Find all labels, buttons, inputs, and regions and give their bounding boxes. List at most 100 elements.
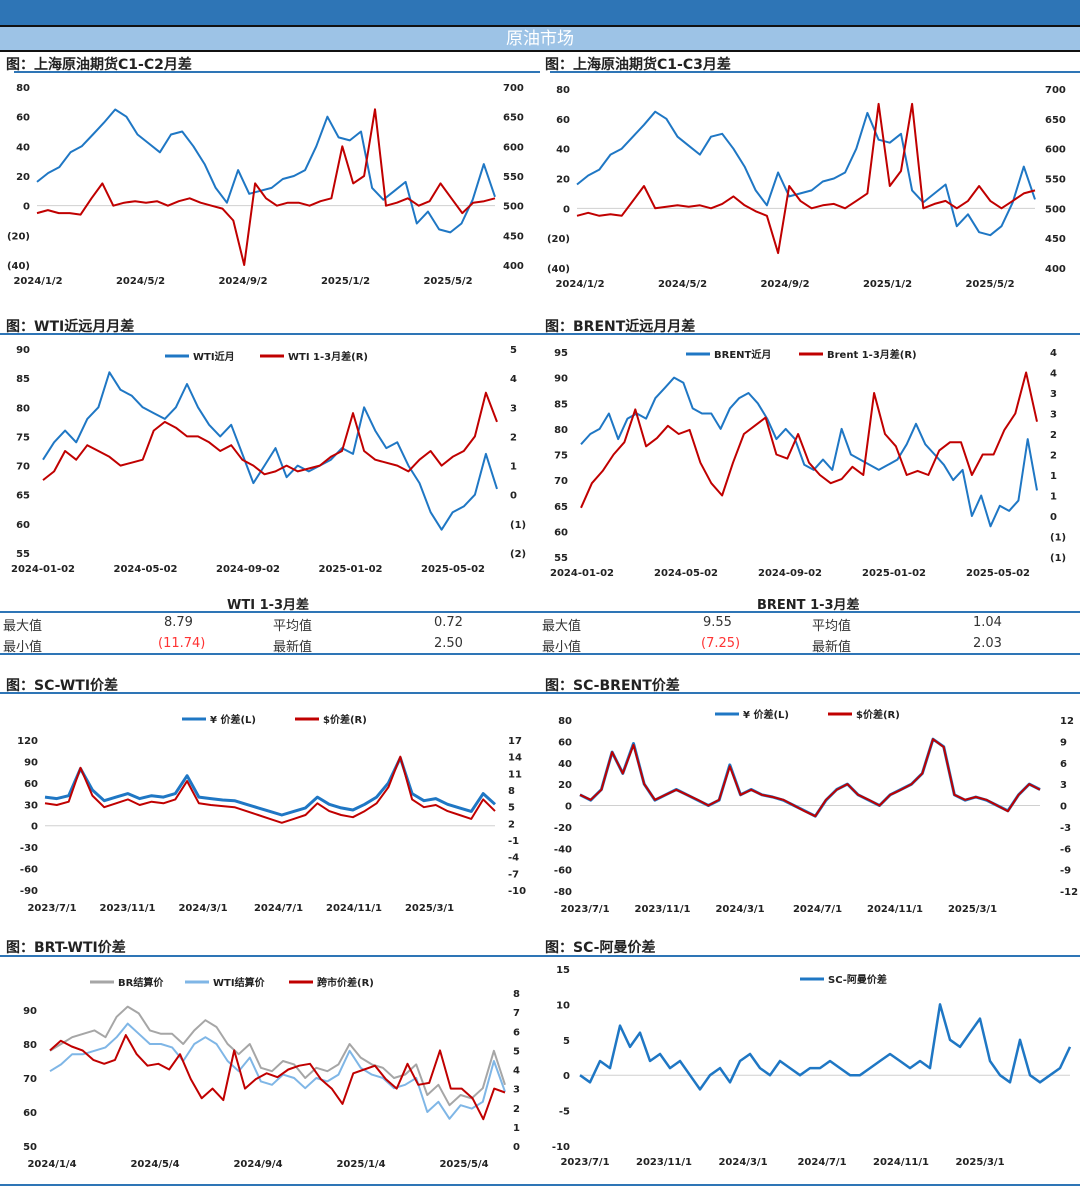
y-tick-label-left: 80 (558, 716, 572, 727)
brent-avg-label: 平均值 (812, 619, 852, 634)
y-tick-label-right: 4 (513, 1066, 520, 1077)
y-tick-label-right: 5 (510, 345, 517, 356)
y-tick-label-right: 3 (510, 403, 517, 414)
y-tick-label-right: 3 (1060, 780, 1067, 791)
y-tick-label-right: 8 (508, 786, 515, 797)
y-tick-label-left: (20) (7, 231, 30, 242)
y-tick-label-left: 10 (556, 1000, 570, 1011)
wti-max-label: 最大值 (3, 619, 43, 634)
x-tick-label: 2024/11/1 (326, 903, 382, 914)
y-tick-label-left: 40 (556, 145, 570, 156)
y-tick-label-left: (20) (547, 234, 570, 245)
x-tick-label: 2024/3/1 (715, 904, 764, 915)
y-tick-label-left: (40) (547, 264, 570, 275)
y-tick-label-left: 90 (16, 345, 30, 356)
legend-label: BRENT近月 (714, 348, 771, 361)
y-tick-label-right: -3 (1060, 823, 1071, 834)
y-tick-label-right: 400 (1045, 264, 1066, 275)
y-tick-label-left: 75 (554, 451, 568, 462)
x-tick-label: 2024/5/2 (116, 276, 165, 287)
divider (0, 692, 1080, 694)
wti-min-value: (11.74) (158, 636, 206, 651)
x-tick-label: 2024/7/1 (797, 1157, 846, 1168)
y-tick-label-left: 40 (16, 142, 30, 153)
y-tick-label-right: 1 (1050, 471, 1057, 482)
y-tick-label-right: 550 (1045, 175, 1066, 186)
y-tick-label-right: -6 (1060, 844, 1071, 855)
x-tick-label: 2024-01-02 (550, 568, 614, 579)
wti-latest-label: 最新值 (273, 640, 313, 655)
y-tick-label-left: 90 (23, 1006, 37, 1017)
y-tick-label-right: 2 (1050, 430, 1057, 441)
y-tick-label-left: 5 (563, 1036, 570, 1047)
series-line (36, 108, 496, 234)
brent-max-value: 9.55 (703, 615, 732, 630)
y-tick-label-right: 4 (510, 374, 517, 385)
y-tick-label-left: (40) (7, 261, 30, 272)
y-tick-label-left: 30 (24, 800, 38, 811)
legend-label: $价差(R) (323, 713, 367, 726)
legend-label: BR结算价 (118, 976, 164, 989)
chart-6: 80 60 40 20 0 -20 -40 -60 -80 12 9 6 3 0 -3 -6 -9 -12 2023… (554, 708, 1078, 915)
y-tick-label-right: 650 (503, 113, 524, 124)
y-tick-label-left: -5 (559, 1107, 570, 1118)
y-tick-label-right: 400 (503, 261, 524, 272)
x-tick-label: 2024/3/1 (178, 903, 227, 914)
y-tick-label-left: 90 (554, 374, 568, 385)
y-tick-label-right: 1 (1050, 492, 1057, 503)
x-tick-label: 2023/11/1 (634, 904, 690, 915)
x-tick-label: 2024/9/2 (218, 276, 267, 287)
chart-2: 80 60 40 20 0 (20) (40) 700 650 600 550 500 450 400 20… (547, 85, 1066, 290)
series-line (44, 755, 496, 824)
x-tick-label: 2023/7/1 (560, 904, 609, 915)
x-tick-label: 2023/7/1 (560, 1157, 609, 1168)
y-tick-label-left: 40 (558, 759, 572, 770)
y-tick-label-left: 65 (16, 491, 30, 502)
y-tick-label-left: -40 (554, 844, 572, 855)
legend-label: $价差(R) (856, 708, 900, 721)
y-tick-label-right: 2 (513, 1104, 520, 1115)
series-line (49, 1005, 506, 1107)
y-tick-label-left: -10 (552, 1142, 570, 1153)
y-tick-label-left: 80 (16, 83, 30, 94)
y-tick-label-left: 0 (565, 802, 572, 813)
chart-title-c2: 图：上海原油期货C1-C3月差 (545, 57, 731, 73)
y-tick-label-left: 70 (16, 462, 30, 473)
divider (0, 653, 1080, 655)
y-tick-label-left: 80 (23, 1040, 37, 1051)
legend-label: WTI近月 (193, 350, 235, 363)
y-tick-label-right: 11 (508, 769, 522, 780)
x-tick-label: 2024/11/1 (867, 904, 923, 915)
chart-title-c8: 图：SC-阿曼价差 (545, 940, 656, 956)
x-tick-label: 2024-09-02 (758, 568, 822, 579)
y-tick-label-right: -4 (508, 853, 519, 864)
x-tick-label: 2025/1/2 (863, 279, 912, 290)
y-tick-label-left: -60 (554, 866, 572, 877)
y-tick-label-right: (2) (510, 549, 526, 560)
y-tick-label-left: 55 (554, 553, 568, 564)
x-tick-label: 2024/5/4 (130, 1159, 179, 1170)
x-tick-label: 2024/11/1 (873, 1157, 929, 1168)
series-line (579, 737, 1041, 818)
series-line (49, 1034, 506, 1121)
y-tick-label-left: -90 (20, 886, 38, 897)
y-tick-label-right: (1) (510, 520, 526, 531)
y-tick-label-left: 120 (17, 736, 38, 747)
brent-min-label: 最小值 (542, 640, 582, 655)
x-tick-label: 2025/5/4 (439, 1159, 488, 1170)
y-tick-label-left: 20 (556, 175, 570, 186)
y-tick-label-right: 6 (513, 1027, 520, 1038)
y-tick-label-right: 5 (508, 803, 515, 814)
x-tick-label: 2024/3/1 (718, 1157, 767, 1168)
y-tick-label-right: 600 (1045, 145, 1066, 156)
y-tick-label-right: 700 (1045, 85, 1066, 96)
x-tick-label: 2025/1/2 (321, 276, 370, 287)
divider (550, 71, 1080, 73)
y-tick-label-right: 0 (513, 1142, 520, 1153)
y-tick-label-left: -20 (554, 823, 572, 834)
y-tick-label-right: 650 (1045, 115, 1066, 126)
y-tick-label-left: 80 (554, 425, 568, 436)
y-tick-label-right: -7 (508, 869, 519, 880)
divider (0, 955, 1080, 957)
